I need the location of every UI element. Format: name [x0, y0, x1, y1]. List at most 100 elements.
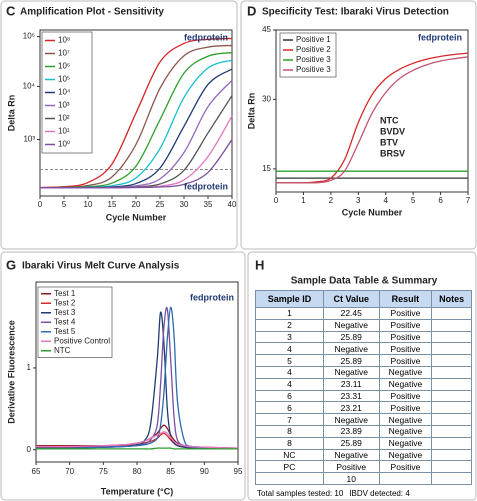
legend-label: Positive 3 — [296, 65, 331, 74]
annotation: BTV — [380, 137, 398, 147]
x-tick-label: 75 — [99, 467, 108, 476]
x-tick-label: 7 — [466, 196, 471, 205]
table-cell: 23.21 — [322, 401, 380, 415]
table-cell: 7 — [255, 413, 324, 426]
footer-text: IBDV detected: 4 — [349, 489, 410, 498]
table-cell: PC — [255, 460, 324, 474]
table-cell — [431, 318, 472, 332]
table-cell: 8 — [255, 424, 324, 438]
table-cell: 23.31 — [322, 389, 380, 403]
table-cell — [431, 330, 472, 344]
legend-label: 10⁰ — [58, 140, 70, 149]
table-cell: Negative — [378, 365, 433, 379]
legend-label: 10⁶ — [58, 62, 70, 71]
x-tick-label: 35 — [204, 200, 213, 209]
panel-frame — [247, 251, 477, 501]
watermark: fedprotein — [184, 32, 228, 42]
legend-label: NTC — [54, 346, 71, 355]
table-cell: 6 — [255, 401, 324, 415]
table-cell: 8 — [255, 436, 324, 450]
table-cell: Positive — [378, 342, 433, 356]
table-cell: 2 — [255, 318, 324, 332]
x-tick-label: 5 — [411, 196, 416, 205]
series-line — [40, 139, 233, 189]
legend-label: 10⁸ — [58, 36, 70, 45]
table-cell — [378, 472, 433, 485]
table-cell — [431, 377, 472, 391]
table-cell: 25.89 — [322, 354, 380, 367]
table-cell: Negative — [322, 318, 380, 332]
table-row: 8 25.89 Negative — [255, 436, 472, 450]
y-tick-label: 10⁴ — [23, 82, 36, 91]
x-tick-label: 0 — [274, 196, 279, 205]
x-tick-label: 20 — [132, 200, 141, 209]
table-cell — [431, 460, 472, 474]
legend-label: Positive 1 — [296, 35, 331, 44]
table-row: 3 25.89 Positive — [255, 330, 472, 344]
series-line — [275, 56, 469, 184]
panel-letter: D — [247, 3, 256, 18]
chart-title: Ibaraki Virus Melt Curve Analysis — [22, 261, 180, 272]
legend-label: Positive 3 — [296, 55, 331, 64]
panel-frame — [0, 0, 238, 250]
table-cell — [431, 365, 472, 379]
y-tick-label: 15 — [262, 164, 271, 173]
watermark: fedprotein — [418, 32, 462, 42]
y-tick-label: 10³ — [23, 135, 35, 144]
table-cell — [255, 472, 324, 485]
watermark: fedprotein — [190, 292, 234, 302]
header-row: Sample ID Ct Value Result Notes — [255, 290, 472, 308]
table-cell: 25.89 — [322, 330, 380, 344]
table-row: 2 Negative Positive — [255, 318, 472, 332]
column-header: Sample ID — [255, 290, 324, 308]
table-row: 1 22.45 Positive — [255, 307, 472, 320]
legend-label: 10⁴ — [58, 88, 71, 97]
table-cell — [431, 424, 472, 438]
table-row: 8 23.89 Negative — [255, 424, 472, 438]
panel-frame — [0, 251, 246, 501]
legend-label: 10⁵ — [58, 75, 70, 84]
table-cell: Negative — [378, 377, 433, 391]
x-tick-label: 95 — [234, 467, 243, 476]
table-cell — [431, 354, 472, 367]
legend-label: Test 1 — [54, 289, 76, 298]
table-row: 4 Negative Negative — [255, 365, 472, 379]
column-header: Notes — [431, 290, 472, 308]
table-cell: Negative — [322, 365, 380, 379]
table-cell: 22.45 — [322, 307, 380, 320]
x-tick-label: 2 — [329, 196, 334, 205]
table-cell — [431, 342, 472, 356]
annotation: BRSV — [380, 148, 405, 158]
table-row: 6 23.31 Positive — [255, 389, 472, 403]
table-cell: Negative — [322, 342, 380, 356]
table-row: NC Negative Negative — [255, 448, 472, 462]
table-cell: 23.89 — [322, 424, 380, 438]
x-axis-label: Cycle Number — [342, 207, 403, 217]
table-cell: 1 — [255, 307, 324, 320]
x-tick-label: 5 — [62, 200, 67, 209]
watermark: fedprotein — [184, 181, 228, 191]
x-tick-label: 15 — [108, 200, 117, 209]
x-tick-label: 1 — [301, 196, 306, 205]
y-axis-label: Delta Rn — [6, 95, 16, 132]
table-cell: 3 — [255, 330, 324, 344]
series-line — [39, 37, 233, 189]
column-header: Ct Value — [322, 290, 380, 308]
table-cell: Positive — [378, 330, 433, 344]
legend-label: 10³ — [58, 101, 70, 110]
legend-label: Positive Control — [54, 336, 110, 345]
y-tick-label: 10⁶ — [23, 32, 35, 41]
legend-label: 10⁷ — [58, 49, 70, 58]
table-cell — [431, 472, 472, 485]
table-cell: 5 — [255, 354, 324, 367]
x-tick-label: 10 — [84, 200, 93, 209]
table-row: 6 23.21 Positive — [255, 401, 472, 415]
legend-label: 10² — [58, 114, 70, 123]
y-tick-label: 1 — [27, 363, 32, 372]
y-tick-label: 0 — [27, 445, 32, 454]
panel-letter: H — [255, 257, 264, 272]
y-tick-label: 45 — [262, 25, 271, 34]
x-tick-label: 40 — [228, 200, 237, 209]
table-row: 4 23.11 Negative — [255, 377, 472, 391]
